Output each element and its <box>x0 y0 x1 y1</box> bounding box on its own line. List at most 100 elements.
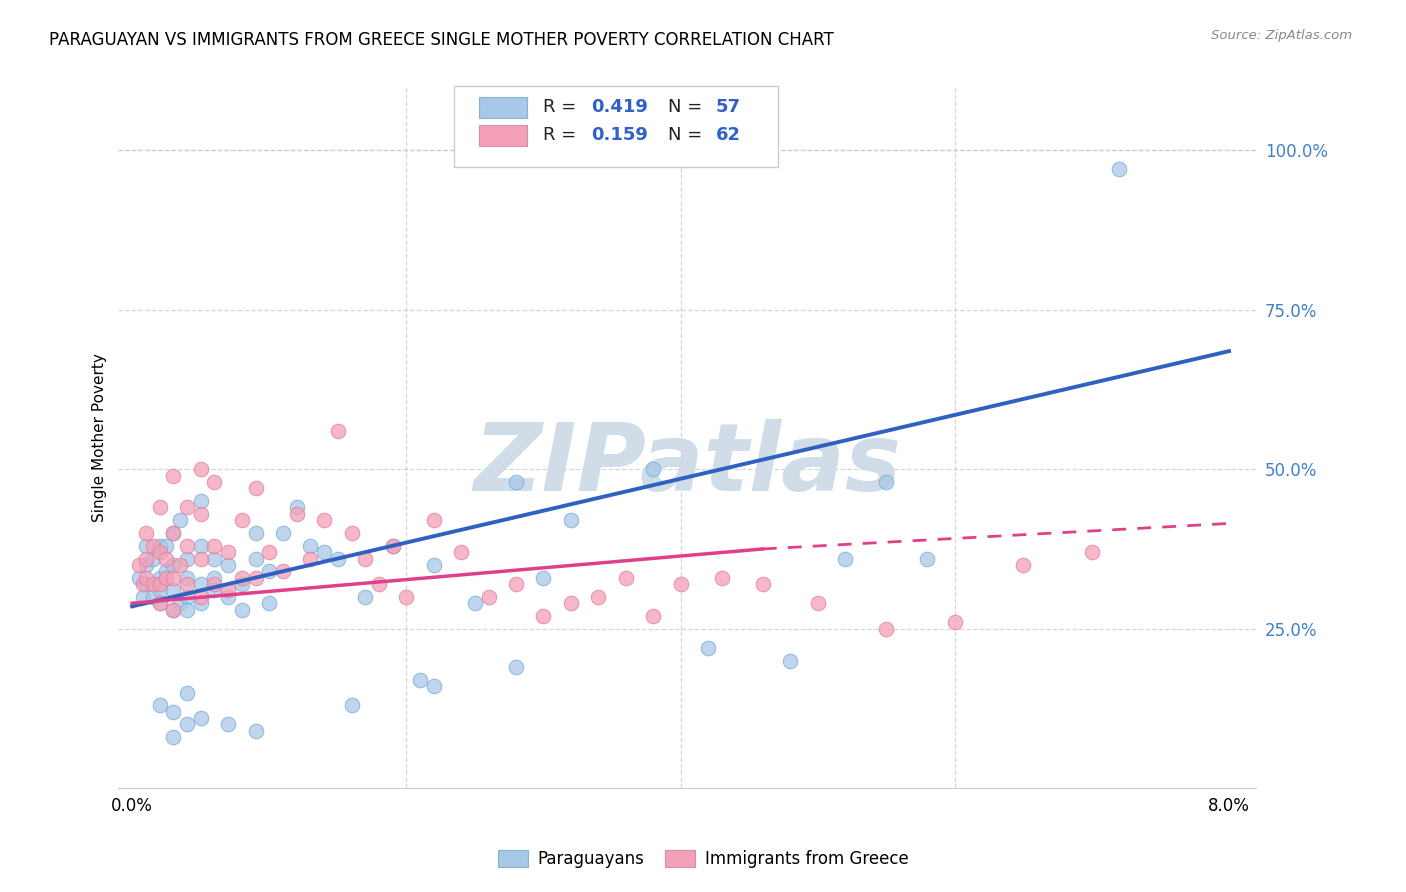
Point <box>395 590 418 604</box>
Point <box>478 590 501 604</box>
Point <box>752 577 775 591</box>
Point <box>259 545 281 559</box>
Point <box>217 717 239 731</box>
Point <box>231 571 253 585</box>
Point <box>588 590 610 604</box>
Point <box>245 723 267 738</box>
Point <box>162 526 184 541</box>
Point <box>135 539 157 553</box>
Point <box>381 539 404 553</box>
Point <box>176 685 198 699</box>
Text: R =: R = <box>543 127 582 145</box>
Point <box>217 558 239 572</box>
Point <box>176 571 198 585</box>
Point <box>202 583 225 598</box>
Point <box>245 481 267 495</box>
Point <box>259 564 281 578</box>
Point <box>533 609 555 624</box>
Point <box>779 654 801 668</box>
Point <box>135 551 157 566</box>
Point <box>155 551 177 566</box>
Text: 62: 62 <box>716 127 741 145</box>
Text: N =: N = <box>668 127 709 145</box>
Point <box>135 577 157 591</box>
Point <box>190 596 212 610</box>
Point <box>245 526 267 541</box>
Point <box>162 526 184 541</box>
Point <box>162 583 184 598</box>
Point <box>148 545 170 559</box>
Point <box>245 551 267 566</box>
Point <box>162 468 184 483</box>
Point <box>875 475 897 489</box>
Point <box>148 500 170 515</box>
Point <box>148 571 170 585</box>
Point <box>505 475 527 489</box>
Point <box>505 577 527 591</box>
Point <box>148 698 170 713</box>
Point <box>190 711 212 725</box>
Point <box>169 513 191 527</box>
Point <box>271 526 294 541</box>
Point <box>202 475 225 489</box>
Point <box>202 539 225 553</box>
Point <box>190 577 212 591</box>
Point <box>299 539 322 553</box>
Text: ZIPatlas: ZIPatlas <box>474 419 901 511</box>
Point <box>697 640 720 655</box>
Point <box>176 500 198 515</box>
Point <box>135 558 157 572</box>
Point <box>943 615 966 630</box>
Point <box>148 539 170 553</box>
Point <box>142 551 165 566</box>
Point <box>259 596 281 610</box>
FancyBboxPatch shape <box>454 87 779 167</box>
Point <box>326 424 349 438</box>
Point <box>142 539 165 553</box>
Point <box>148 596 170 610</box>
Text: R =: R = <box>543 98 582 117</box>
Point <box>354 551 377 566</box>
Point <box>710 571 733 585</box>
Point <box>834 551 856 566</box>
Text: N =: N = <box>668 98 709 117</box>
Text: 57: 57 <box>716 98 741 117</box>
Point <box>155 539 177 553</box>
Point <box>202 571 225 585</box>
Point <box>285 500 308 515</box>
Y-axis label: Single Mother Poverty: Single Mother Poverty <box>93 353 107 522</box>
Point <box>271 564 294 578</box>
Point <box>340 698 363 713</box>
Point <box>155 571 177 585</box>
Point <box>190 539 212 553</box>
Point <box>128 558 150 572</box>
Point <box>533 571 555 585</box>
Point <box>148 596 170 610</box>
Point <box>614 571 637 585</box>
Point <box>169 596 191 610</box>
Point <box>155 564 177 578</box>
Point <box>162 571 184 585</box>
Point <box>176 577 198 591</box>
Point <box>875 622 897 636</box>
Point <box>176 602 198 616</box>
Point <box>560 596 582 610</box>
Point <box>423 679 446 693</box>
Point <box>190 507 212 521</box>
Point <box>643 609 665 624</box>
Point <box>669 577 692 591</box>
Point <box>1012 558 1035 572</box>
Text: Source: ZipAtlas.com: Source: ZipAtlas.com <box>1212 29 1353 42</box>
Point <box>176 590 198 604</box>
Point <box>299 551 322 566</box>
Point <box>190 494 212 508</box>
Point <box>314 513 336 527</box>
Point <box>314 545 336 559</box>
Point <box>142 577 165 591</box>
Point <box>128 571 150 585</box>
FancyBboxPatch shape <box>479 125 527 146</box>
Point <box>560 513 582 527</box>
Point <box>162 602 184 616</box>
Point <box>132 590 155 604</box>
Point <box>162 705 184 719</box>
